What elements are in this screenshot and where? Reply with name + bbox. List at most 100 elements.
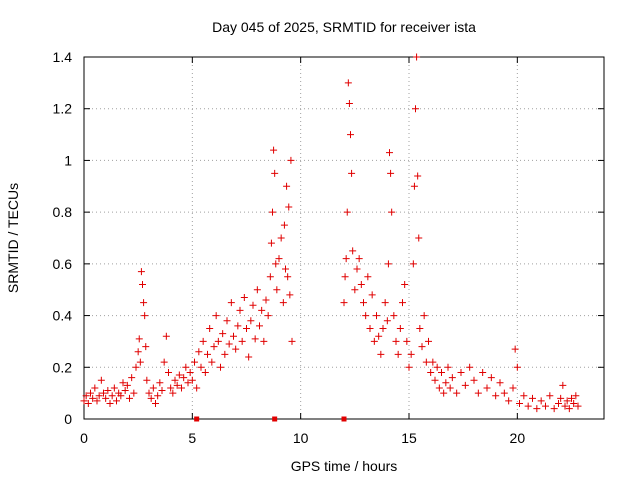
data-point [388, 208, 396, 216]
data-point [119, 379, 127, 387]
x-axis-label: GPS time / hours [291, 458, 398, 474]
data-point [516, 399, 523, 407]
data-point [357, 281, 365, 289]
data-point [171, 376, 179, 384]
data-point [355, 255, 363, 263]
data-point [288, 337, 296, 345]
data-point [230, 332, 237, 340]
data-point [341, 273, 349, 281]
data-point [191, 358, 198, 366]
data-point [409, 260, 417, 268]
data-point [110, 384, 118, 392]
data-point [505, 397, 513, 405]
data-point [474, 389, 482, 397]
y-tick-label: 0 [64, 411, 72, 427]
y-tick-label: 1.4 [53, 49, 73, 65]
data-point [479, 368, 487, 376]
data-point [193, 384, 201, 392]
data-points [80, 53, 582, 422]
x-tick-label: 15 [401, 430, 417, 446]
data-point [141, 312, 149, 320]
data-point [351, 286, 359, 294]
y-tick-label: 0.4 [53, 308, 73, 324]
data-point [524, 402, 532, 410]
data-point [195, 348, 203, 356]
x-tick-label: 0 [80, 430, 88, 446]
y-tick-label: 1 [64, 152, 72, 168]
data-point [442, 379, 450, 387]
data-point [349, 247, 357, 255]
data-point [232, 345, 240, 353]
data-point [446, 384, 454, 392]
data-point [557, 394, 565, 402]
data-point [386, 149, 393, 157]
data-point [420, 312, 428, 320]
data-point [240, 293, 248, 301]
data-point [342, 255, 350, 263]
data-point [113, 397, 120, 405]
data-point [270, 146, 278, 154]
data-point [139, 281, 146, 289]
data-point [282, 265, 289, 273]
data-point [360, 299, 367, 307]
data-point [568, 394, 575, 402]
data-point [425, 337, 432, 345]
data-point [236, 306, 244, 314]
data-point [368, 291, 376, 299]
data-point [175, 371, 183, 379]
data-point [167, 384, 175, 392]
data-point [234, 322, 242, 330]
data-point [178, 384, 185, 392]
data-point [137, 268, 145, 276]
data-point [97, 376, 105, 384]
data-point [353, 265, 361, 273]
data-point [152, 399, 159, 407]
data-point [188, 376, 196, 384]
data-point [422, 358, 430, 366]
data-point [143, 376, 151, 384]
x-tick-label: 5 [188, 430, 196, 446]
y-axis-label: SRMTID / TECUs [5, 183, 21, 293]
grid [84, 57, 604, 419]
data-point [266, 273, 274, 281]
data-point [429, 358, 437, 366]
data-point [559, 381, 567, 389]
data-point [403, 337, 411, 345]
data-point [247, 317, 255, 325]
data-point [500, 389, 508, 397]
data-point [399, 299, 406, 307]
data-point [412, 105, 419, 113]
data-point [444, 363, 452, 371]
data-point [413, 53, 421, 61]
data-point [82, 392, 90, 400]
data-point [264, 312, 272, 320]
data-point [269, 208, 276, 216]
data-point [520, 392, 528, 400]
data-point [390, 312, 398, 320]
x-tick-label: 10 [293, 430, 309, 446]
data-point [160, 358, 168, 366]
y-tick-label: 0.8 [53, 204, 73, 220]
data-point [405, 363, 413, 371]
data-point [509, 384, 517, 392]
data-point [219, 330, 227, 338]
data-point [287, 156, 295, 164]
data-point [253, 286, 261, 294]
data-point [136, 358, 144, 366]
data-point [130, 389, 138, 397]
data-point [212, 312, 220, 320]
data-point [186, 368, 194, 376]
data-point [106, 399, 114, 407]
data-point [87, 389, 94, 397]
data-point [173, 381, 181, 389]
data-point [364, 273, 372, 281]
data-point [483, 384, 491, 392]
data-point [249, 301, 257, 309]
data-point [149, 384, 157, 392]
data-point [470, 376, 478, 384]
data-point [273, 286, 281, 294]
data-point [223, 317, 231, 325]
data-point [461, 381, 469, 389]
data-point [117, 392, 125, 400]
data-point [80, 397, 88, 405]
